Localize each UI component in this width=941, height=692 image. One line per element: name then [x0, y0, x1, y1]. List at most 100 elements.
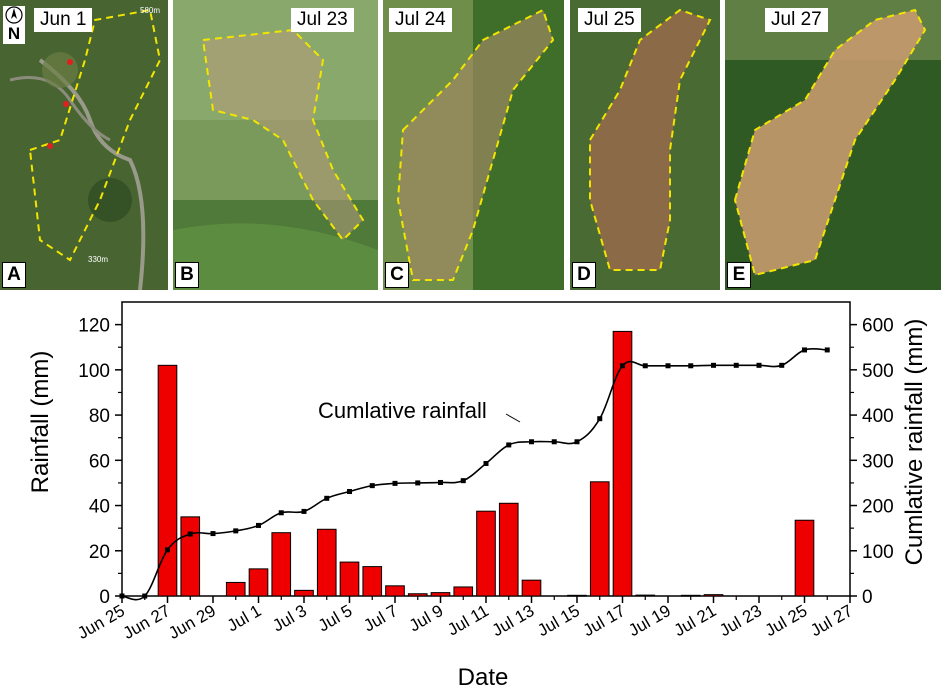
cumulative-point	[278, 510, 284, 516]
cumulative-point	[620, 363, 625, 369]
panel-letter-e: E	[727, 262, 751, 288]
cumulative-point	[324, 495, 330, 501]
photo-panel-b: Jul 23 B	[173, 0, 378, 290]
aerial-photo	[383, 0, 564, 290]
cumulative-point	[460, 478, 466, 484]
y-tick-label-right: 400	[862, 406, 894, 427]
rainfall-bar	[180, 516, 201, 597]
photo-date-a: Jun 1	[34, 8, 93, 32]
x-tick-label: Jul 15	[534, 601, 583, 640]
photo-strip: N Jun 1 580m 330m A Jul 23 B Jul 24 C	[0, 0, 941, 292]
rainfall-bar	[476, 510, 496, 597]
rainfall-bar	[271, 532, 292, 597]
cumulative-point	[506, 442, 512, 448]
rainfall-bar	[703, 594, 724, 597]
photo-panel-d: Jul 25 D	[570, 0, 720, 290]
cumulative-point	[233, 528, 239, 534]
cumulative-point	[165, 547, 170, 553]
satellite-image	[0, 0, 168, 290]
rainfall-bar	[362, 566, 383, 597]
rainfall-bar	[498, 502, 519, 597]
y-tick-label-right: 100	[862, 542, 894, 563]
x-axis-label: Date	[458, 664, 509, 691]
cumulative-point	[824, 347, 830, 353]
rainfall-bar	[225, 581, 246, 597]
y-tick-label-left: 20	[89, 542, 110, 563]
cumulative-point	[665, 363, 671, 369]
photo-panel-c: Jul 24 C	[383, 0, 564, 290]
rainfall-bar	[407, 593, 428, 597]
x-tick-label: Jul 11	[444, 601, 492, 640]
panel-letter-d: D	[572, 262, 596, 288]
aerial-photo	[173, 0, 378, 290]
x-tick-label: Jul 13	[489, 601, 538, 640]
cumulative-point	[415, 480, 421, 486]
y-tick-label-left: 40	[89, 497, 110, 518]
y-axis-label-right: Cumlative rainfall (mm)	[901, 319, 928, 566]
aerial-photo	[570, 0, 720, 290]
cumulative-point	[347, 489, 352, 495]
panel-letter-a: A	[2, 262, 26, 288]
north-arrow-icon: N	[3, 6, 25, 44]
rainfall-bar	[794, 519, 815, 597]
rainfall-bar	[248, 568, 269, 597]
y-tick-label-left: 120	[78, 316, 110, 337]
cumulative-point	[210, 531, 216, 537]
north-label: N	[7, 24, 21, 43]
photo-date-c: Jul 24	[389, 8, 452, 32]
x-tick-label: Jul 21	[671, 601, 720, 640]
cumulative-point	[574, 439, 580, 445]
photo-date-d: Jul 25	[578, 8, 641, 32]
cumulative-point	[642, 363, 648, 369]
cumulative-point	[187, 531, 193, 537]
y-tick-label-left: 60	[89, 451, 110, 472]
x-tick-label: Jul 7	[360, 601, 401, 635]
annotation-leader	[505, 413, 521, 423]
y-axis-label-left: Rainfall (mm)	[27, 351, 54, 494]
scale-label-top: 580m	[140, 6, 161, 15]
photo-date-e: Jul 27	[765, 8, 828, 32]
cumulative-point	[711, 362, 716, 368]
x-tick-label: Jun 27	[120, 601, 174, 643]
x-tick-label: Jun 29	[165, 601, 219, 643]
cumulative-point	[688, 363, 694, 369]
cumulative-point	[529, 439, 534, 445]
x-tick-label: Jul 17	[580, 601, 629, 640]
y-tick-label-right: 0	[862, 587, 873, 608]
cumulative-rainfall-line	[119, 347, 830, 601]
y-tick-label-right: 500	[862, 361, 894, 382]
photo-date-b: Jul 23	[291, 8, 354, 32]
cumulative-point	[483, 460, 489, 466]
rainfall-bar	[430, 592, 451, 597]
x-tick-label: Jul 1	[224, 601, 265, 635]
y-tick-label-right: 200	[862, 497, 894, 518]
rainfall-bar	[521, 579, 542, 597]
x-tick-label: Jul 23	[716, 601, 765, 640]
rainfall-bar	[385, 585, 405, 597]
y-tick-label-right: 300	[862, 451, 894, 472]
rainfall-bar	[589, 481, 610, 597]
cumulative-point	[802, 347, 807, 353]
cumulative-point	[779, 362, 785, 368]
cumulative-point	[301, 508, 307, 514]
rainfall-bars	[157, 330, 815, 597]
cumulative-point	[392, 480, 398, 486]
rainfall-bar	[339, 561, 360, 597]
x-tick-label: Jul 9	[406, 601, 447, 635]
photo-panel-a: N Jun 1 580m 330m A	[0, 0, 168, 290]
panel-letter-b: B	[175, 262, 199, 288]
rainfall-bar	[453, 586, 474, 597]
cumulative-point	[256, 522, 261, 528]
x-tick-label: Jul 3	[269, 601, 310, 635]
cumulative-point	[551, 439, 557, 445]
panel-letter-c: C	[385, 262, 409, 288]
cumulative-rainfall-annotation: Cumlative rainfall	[318, 398, 487, 423]
cumulative-point	[597, 416, 603, 422]
rainfall-bar	[294, 589, 314, 597]
y-tick-label-left: 0	[99, 587, 110, 608]
aerial-photo	[725, 0, 941, 290]
cumulative-line-path	[121, 347, 828, 601]
y-tick-label-left: 100	[78, 361, 110, 382]
x-tick-label: Jul 27	[807, 601, 856, 640]
